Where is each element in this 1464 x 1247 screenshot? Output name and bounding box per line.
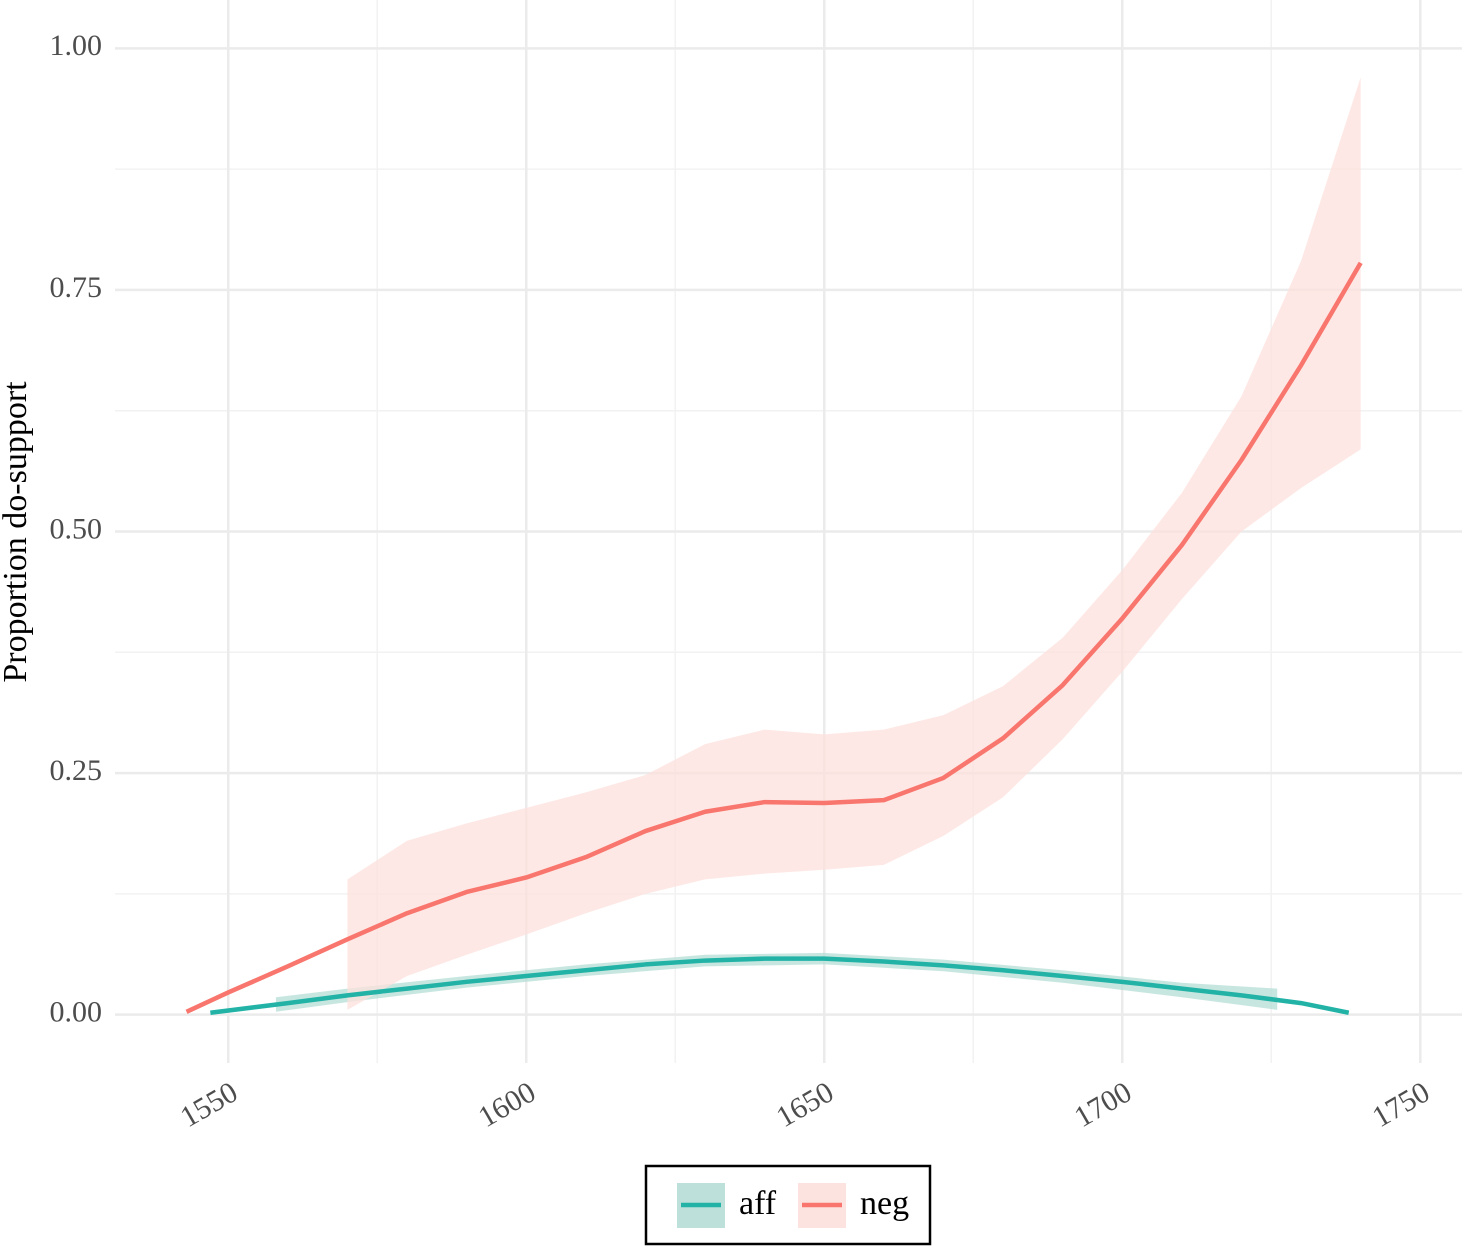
legend-label: neg (860, 1185, 909, 1222)
confidence-band (347, 77, 1361, 1010)
y-tick-label: 0.25 (50, 754, 103, 787)
smooth-line (185, 261, 1363, 1014)
confidence-band (275, 952, 1278, 1012)
y-axis-label: Proportion do-support (0, 381, 34, 683)
x-tick-label: 1700 (1069, 1075, 1137, 1134)
x-tick-label: 1550 (175, 1075, 243, 1134)
legend-label: aff (739, 1185, 777, 1222)
legend: aff neg (644, 1164, 932, 1246)
y-tick-label: 1.00 (50, 29, 103, 62)
x-tick-label: 1650 (771, 1075, 839, 1134)
x-tick-label: 1600 (473, 1075, 541, 1134)
x-tick-label: 1750 (1367, 1075, 1435, 1134)
smooth-line (210, 956, 1350, 1015)
y-tick-label: 0.00 (50, 996, 103, 1029)
y-tick-label: 0.75 (50, 271, 103, 304)
y-tick-label: 0.50 (50, 512, 103, 545)
